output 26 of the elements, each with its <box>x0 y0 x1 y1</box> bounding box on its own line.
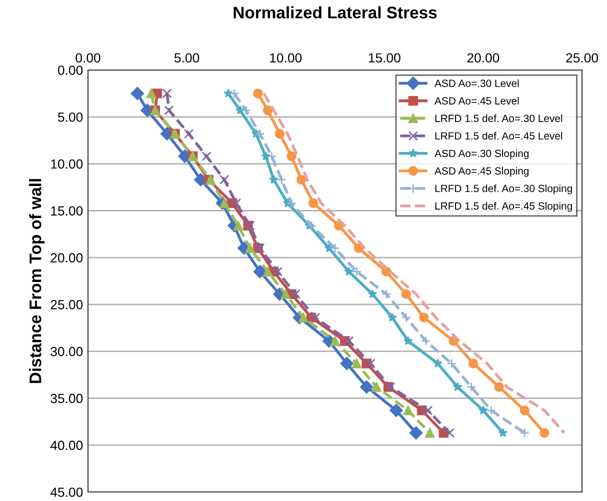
chart-title: Normalized Lateral Stress <box>234 6 437 18</box>
x-tick-label: 10.00 <box>270 53 302 63</box>
y-axis-title: Distance From Top of wall <box>29 179 45 383</box>
legend-label: ASD Ao=.45 Level <box>434 96 519 105</box>
x-tick-label: 0.00 <box>76 53 100 63</box>
x-tick-label: 5.00 <box>174 53 200 63</box>
y-tick-label: 5.00 <box>58 112 83 122</box>
legend-label: ASD Ao=.45 Sloping <box>434 166 529 177</box>
legend-label: ASD Ao=.30 Level <box>434 79 519 88</box>
y-tick-label: 45.00 <box>50 488 83 497</box>
y-tick-label: 20.00 <box>50 253 83 262</box>
y-tick-label: 25.00 <box>50 300 83 310</box>
y-tick-label: 30.00 <box>50 346 83 356</box>
y-tick-label: 15.00 <box>51 206 83 216</box>
y-tick-label: 40.00 <box>50 440 83 450</box>
x-tick-label: 15.00 <box>368 53 400 63</box>
legend-label: ASD Ao=.30 Sloping <box>434 149 529 160</box>
y-tick-label: 10.00 <box>51 159 83 169</box>
legend-label: LRFD 1.5 def. Ao=.45 Sloping <box>435 202 572 212</box>
y-tick-label: 0.00 <box>58 66 83 75</box>
legend-label: LRFD 1.5 def. Ao=.45 Level <box>435 132 562 140</box>
x-tick-label: 25.00 <box>566 53 598 63</box>
y-tick-label: 35.00 <box>50 394 83 404</box>
legend-label: LRFD 1.5 def. Ao=.30 Level <box>435 114 562 122</box>
legend-label: LRFD 1.5 def. Ao=.30 Sloping <box>435 184 572 194</box>
x-tick-label: 20.00 <box>467 53 500 63</box>
